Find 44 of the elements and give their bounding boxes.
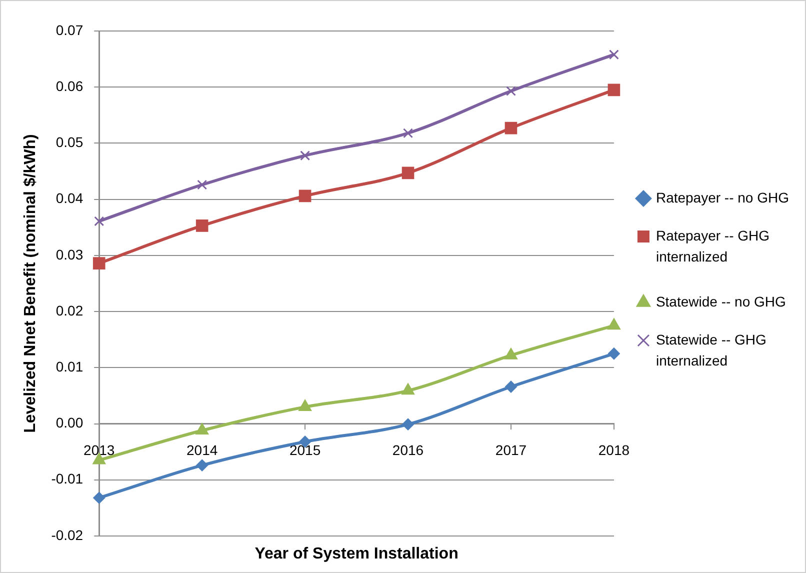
x-tick-label: 2013 <box>84 442 115 458</box>
x-tick-label: 2017 <box>495 442 527 458</box>
point <box>504 380 517 393</box>
y-axis-title: Levelized Nnet Benefit (nominal $/kWh) <box>22 134 40 433</box>
y-tick-label: 0.03 <box>56 246 84 262</box>
x-axis-title: Year of System Installation <box>254 545 458 562</box>
point <box>298 399 312 411</box>
x-tick-label: 2014 <box>186 442 218 458</box>
y-tick-label: 0.04 <box>56 190 84 206</box>
point <box>504 348 518 360</box>
y-tick-label: -0.01 <box>51 470 84 487</box>
legend-label: Statewide -- GHG internalized <box>656 331 766 368</box>
point <box>298 190 312 202</box>
y-tick-label: 0.07 <box>56 22 84 38</box>
point <box>93 492 106 504</box>
legend-label: Ratepayer -- GHG internalized <box>656 227 770 264</box>
y-tick-label: 0.00 <box>56 414 84 431</box>
point <box>403 128 414 138</box>
point <box>196 220 208 232</box>
point <box>608 84 620 96</box>
point <box>402 166 414 180</box>
y-tick-label: 0.05 <box>56 134 84 150</box>
point <box>300 150 310 161</box>
x-tick-label: 2018 <box>598 442 630 458</box>
legend-label: Ratepayer -- no GHG <box>656 189 790 206</box>
y-tick-label: -0.02 <box>51 526 84 543</box>
y-tick-label: 0.06 <box>56 78 84 94</box>
point <box>196 459 208 472</box>
point <box>504 122 518 134</box>
point <box>608 348 620 360</box>
point <box>607 318 621 330</box>
point <box>402 418 414 430</box>
point <box>608 50 619 60</box>
x-tick-label: 2015 <box>289 442 321 458</box>
point <box>401 383 415 395</box>
point <box>196 423 209 435</box>
y-tick-label: 0.02 <box>56 302 84 318</box>
x-tick-label: 2016 <box>392 442 424 458</box>
point <box>92 257 106 270</box>
point <box>506 86 516 96</box>
point <box>94 216 104 226</box>
point <box>197 180 208 190</box>
y-tick-label: 0.01 <box>56 358 84 375</box>
legend-label: Statewide -- no GHG <box>656 293 786 310</box>
